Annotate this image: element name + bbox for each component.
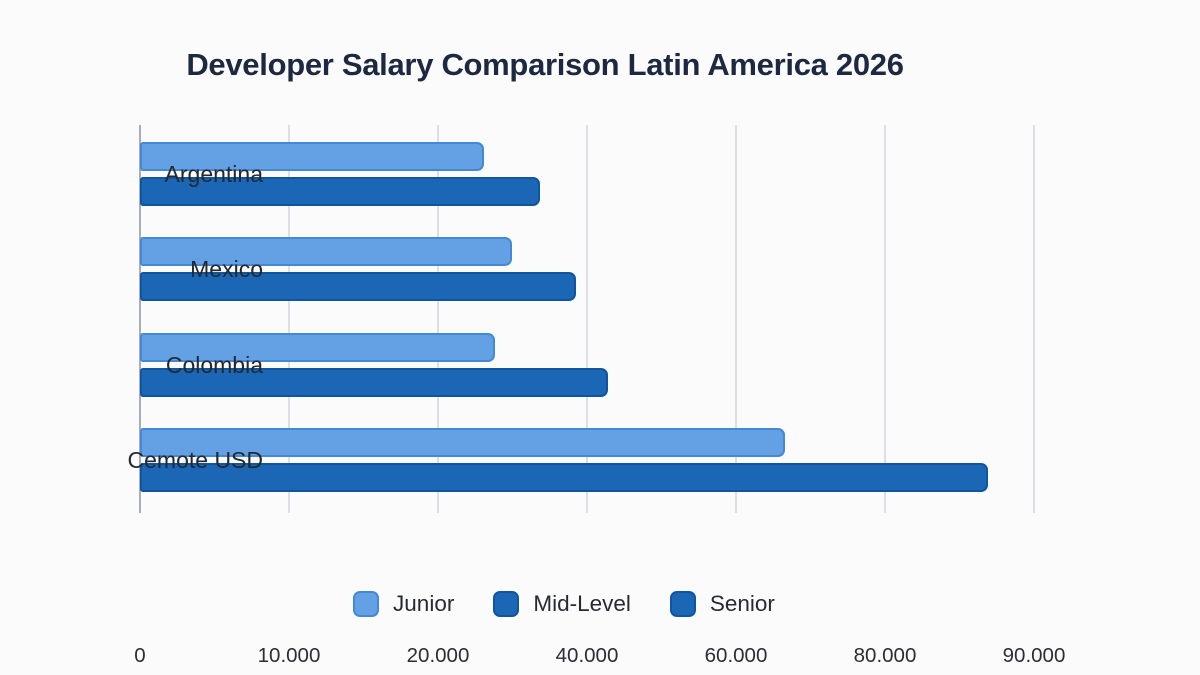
- legend: Junior Mid-Level Senior: [0, 591, 1128, 617]
- gridline-2: [437, 125, 439, 513]
- bar-mid-level-argentina: [140, 177, 540, 206]
- gridline-3: [586, 125, 588, 513]
- legend-label-mid-level: Mid-Level: [533, 591, 631, 616]
- plot-area: Argentina Mexico Colombia Cemote USD 0 10.00…: [128, 125, 1065, 667]
- x-tick-40-000: 40.000: [555, 644, 619, 667]
- legend-label-senior: Senior: [709, 591, 775, 616]
- x-tick-0: 0: [134, 644, 146, 667]
- legend-label-junior: Junior: [393, 591, 455, 616]
- gridline-1: [288, 125, 290, 513]
- x-tick-80-000: 80.000: [853, 644, 917, 667]
- legend-swatch-senior: [669, 591, 696, 617]
- y-axis-line: [139, 125, 141, 513]
- legend-item-senior: Senior: [669, 591, 775, 617]
- x-tick-10-000: 10.000: [257, 644, 321, 667]
- bar-junior-colombia: [140, 333, 495, 362]
- bar-mid-level-colombia: [140, 368, 609, 397]
- y-label-argentina: Argentina: [164, 161, 263, 187]
- gridline-4: [735, 125, 737, 513]
- chart-title: Developer Salary Comparison Latin Americ…: [186, 47, 904, 82]
- y-label-cemote-usd: Cemote USD: [127, 447, 263, 473]
- gridline-5: [884, 125, 886, 513]
- bar-junior-mexico: [140, 237, 512, 266]
- gridline-6: [1033, 125, 1035, 513]
- x-tick-90-000: 90.000: [1002, 644, 1066, 667]
- bar-mid-level-mexico: [140, 272, 577, 301]
- y-label-colombia: Colombia: [165, 352, 263, 378]
- x-tick-60-000: 60.000: [704, 644, 768, 667]
- y-label-mexico: Mexico: [190, 256, 263, 282]
- bar-junior-cemote-usd: [140, 428, 785, 457]
- bar-junior-argentina: [140, 142, 485, 171]
- legend-item-mid-level: Mid-Level: [493, 591, 631, 617]
- legend-swatch-mid-level: [493, 591, 520, 617]
- bar-mid-level-cemote-usd: [140, 463, 989, 492]
- legend-item-junior: Junior: [353, 591, 454, 617]
- legend-swatch-junior: [353, 591, 380, 617]
- x-tick-20-000: 20.000: [406, 644, 470, 667]
